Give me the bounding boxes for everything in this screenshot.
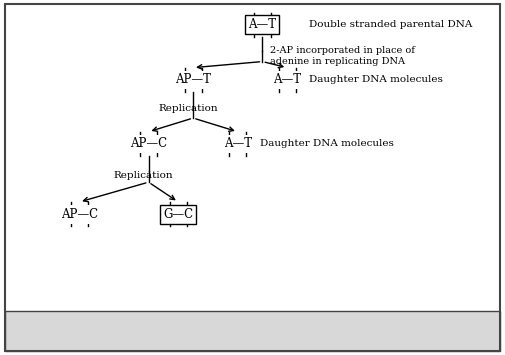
Text: G—C: G—C [163, 208, 193, 221]
Text: adenine in replicating DNA: adenine in replicating DNA [270, 57, 405, 66]
Text: Fig. 9.53 : Mechanism of transition of A-T base pair to G-C caused by 2-amino pu: Fig. 9.53 : Mechanism of transition of A… [27, 327, 478, 337]
Text: A—T: A—T [273, 73, 301, 86]
Text: 2-AP incorporated in place of: 2-AP incorporated in place of [270, 47, 415, 55]
Text: Replication: Replication [114, 171, 174, 180]
Text: AP—C: AP—C [130, 137, 167, 151]
Text: A—T: A—T [248, 18, 276, 32]
Text: Daughter DNA molecules: Daughter DNA molecules [260, 140, 394, 148]
Text: Daughter DNA molecules: Daughter DNA molecules [310, 75, 443, 84]
Text: Replication: Replication [159, 104, 218, 113]
Text: A—T: A—T [224, 137, 251, 151]
Text: Double stranded parental DNA: Double stranded parental DNA [310, 21, 473, 29]
Text: AP—T: AP—T [175, 73, 211, 86]
Text: AP—C: AP—C [61, 208, 98, 221]
